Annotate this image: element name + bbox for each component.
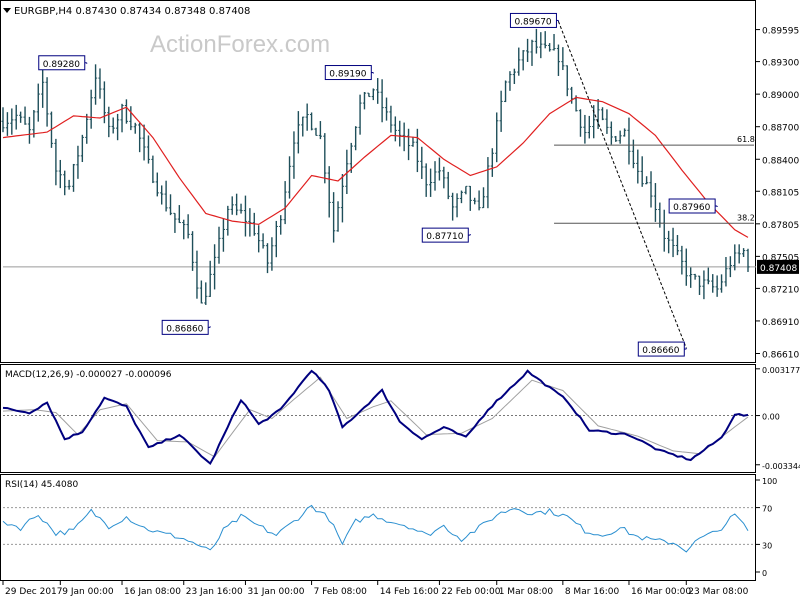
- annotation-label: 0.87710: [426, 232, 463, 242]
- price-axis-label: 0.87505: [762, 253, 799, 263]
- macd-panel-title: MACD(12,26,9) -0.000027 -0.000096: [5, 370, 172, 380]
- macd-panel-frame: [0, 364, 756, 473]
- x-axis-label: 23 Jan 16:00: [186, 587, 243, 597]
- macd-axis-label: 0.00: [762, 413, 780, 422]
- price-annotations: 0.89280 0.89190 0.89670 0.86860 0.87710 0.866…: [38, 12, 718, 357]
- annotation-label: 0.87960: [673, 203, 710, 213]
- x-axis-label: 7 Feb 08:00: [314, 587, 368, 597]
- price-panel-frame: [0, 0, 756, 363]
- current-price-label: 0.87408: [760, 264, 797, 274]
- watermark: ActionForex.com: [150, 31, 330, 58]
- price-panel-title: EURGBP,H4 0.87430 0.87434 0.87348 0.8740…: [14, 6, 250, 17]
- rsi-axis-label: 0: [762, 569, 767, 578]
- x-axis-label: 23 Mar 08:00: [688, 587, 748, 597]
- x-axis-label: 8 Mar 16:00: [565, 587, 620, 597]
- moving-average-layer: [2, 96, 749, 238]
- macd-layer: 0.003177 0.00 -0.003344: [2, 366, 800, 471]
- fib-level-label: 38.2: [737, 213, 755, 222]
- rsi-layer: 100 70 30 0: [2, 477, 777, 578]
- price-bars: [1, 28, 750, 305]
- annotation-label: 0.86660: [642, 346, 679, 356]
- x-axis-label: 29 Dec 2017: [5, 587, 63, 597]
- price-y-axis: 0.89595 0.89300 0.89000 0.88700 0.88400 0.881…: [3, 27, 799, 360]
- price-axis-label: 0.88400: [762, 156, 799, 166]
- x-axis-label: 31 Jan 00:00: [247, 587, 304, 597]
- time-x-axis: 29 Dec 2017 9 Jan 00:00 16 Jan 08:00 23 Jan…: [2, 581, 749, 597]
- annotation-box: [161, 319, 209, 335]
- x-axis-label: 22 Feb 00:00: [441, 587, 500, 597]
- annotation-box: [509, 12, 557, 28]
- price-axis-label: 0.87210: [762, 285, 799, 295]
- x-axis-label: 16 Mar 00:00: [631, 587, 691, 597]
- x-axis-label: 14 Feb 16:00: [380, 587, 439, 597]
- price-axis-label: 0.87805: [762, 221, 799, 231]
- rsi-panel-title: RSI(14) 45.4080: [5, 480, 78, 490]
- price-axis-label: 0.88105: [762, 188, 799, 198]
- annotation-label: 0.89670: [514, 17, 551, 27]
- fib-levels: 61.8 38.2: [554, 21, 755, 349]
- price-axis-label: 0.88700: [762, 124, 799, 134]
- macd-axis-label: 0.003177: [762, 366, 800, 375]
- annotation-label: 0.89190: [329, 70, 366, 80]
- price-axis-label: 0.86910: [762, 318, 799, 328]
- x-axis-label: 1 Mar 08:00: [499, 587, 554, 597]
- annotation-label: 0.86860: [166, 324, 203, 334]
- annotation-box: [637, 341, 685, 357]
- rsi-panel-frame: [0, 474, 756, 581]
- annotation-box: [668, 198, 716, 214]
- rsi-axis-label: 30: [762, 541, 772, 550]
- fib-level-label: 61.8: [737, 135, 755, 144]
- rsi-axis-label: 100: [762, 477, 777, 486]
- current-price-box: [757, 259, 799, 274]
- annotation-box: [324, 65, 372, 81]
- rsi-axis-label: 70: [762, 505, 772, 514]
- macd-line: [2, 369, 749, 466]
- price-axis-label: 0.89300: [762, 59, 799, 69]
- annotation-label: 0.89280: [43, 60, 80, 70]
- dropdown-triangle-icon: [3, 8, 11, 13]
- trendline: [557, 21, 687, 349]
- annotation-box: [38, 55, 86, 71]
- x-axis-label: 9 Jan 00:00: [62, 587, 114, 597]
- macd-signal-line: [2, 376, 749, 458]
- price-axis-label: 0.89000: [762, 91, 799, 101]
- macd-axis-label: -0.003344: [762, 462, 800, 471]
- price-axis-label: 0.89595: [762, 27, 799, 37]
- x-axis-label: 16 Jan 08:00: [124, 587, 181, 597]
- annotation-box: [421, 227, 469, 243]
- moving-average-line: [2, 96, 749, 238]
- rsi-line: [2, 504, 749, 553]
- price-axis-label: 0.86610: [762, 350, 799, 360]
